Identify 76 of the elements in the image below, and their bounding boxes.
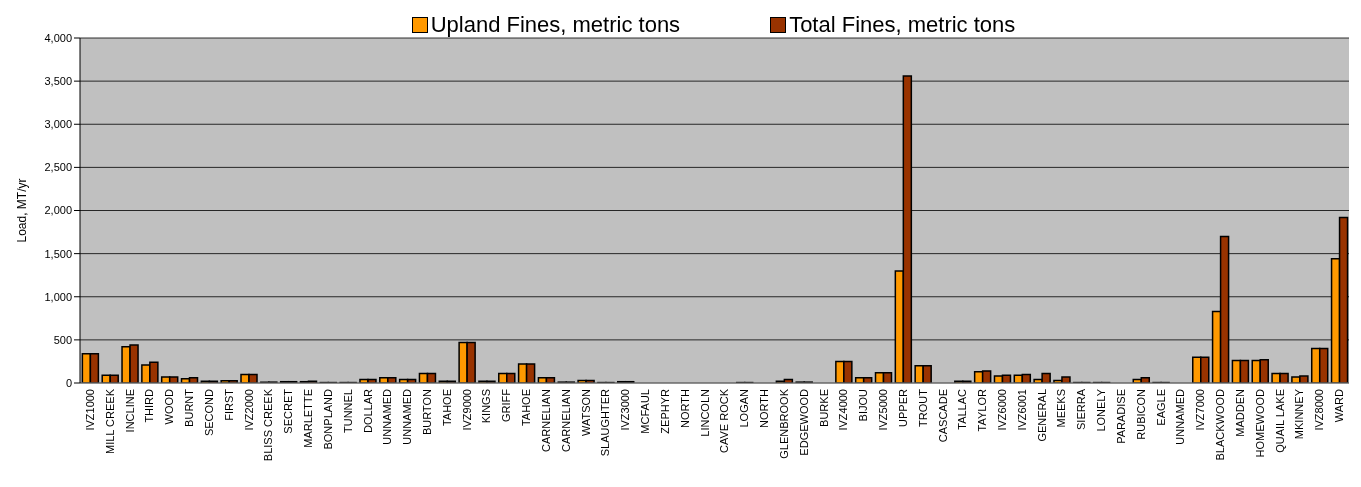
x-tick-label: RUBICON: [1134, 388, 1147, 440]
x-tick-label: IVZ7000: [1194, 389, 1207, 431]
y-axis-title: Load, MT/yr: [15, 178, 30, 243]
x-tick-label: ZEPHYR: [658, 388, 671, 434]
x-tick-label: EAGLE: [1154, 389, 1167, 426]
x-tick-label: CARNELIAN: [559, 388, 572, 452]
x-tick-label: SECOND: [202, 388, 215, 437]
x-tick-label: TAYLOR: [976, 388, 989, 432]
x-tick-label: BLISS CREEK: [262, 388, 275, 462]
x-tick-label: IVZ6000: [996, 389, 1009, 431]
x-tick-label: CASCADE: [936, 389, 949, 443]
y-tick-label: 500: [53, 333, 72, 346]
x-tick-label: BIJOU: [857, 388, 870, 422]
x-tick-label: TAHOE: [440, 389, 453, 427]
x-tick-label: BURTON: [420, 388, 433, 436]
x-tick-label: LOGAN: [738, 388, 751, 428]
x-tick-label: UNNAMED: [381, 388, 394, 445]
x-tick-label: CAVE ROCK: [718, 388, 731, 453]
x-tick-label: WARD: [1333, 388, 1346, 423]
x-tick-label: MEEKS: [1055, 389, 1068, 428]
x-tick-label: IVZ4000: [837, 389, 850, 431]
legend-label: Upland Fines, metric tons: [429, 12, 681, 38]
x-tick-label: IVZ6001: [1015, 389, 1028, 431]
y-tick-label: 2,500: [44, 161, 72, 174]
x-tick-label: NORTH: [758, 388, 771, 428]
x-tick-label: TAHOE: [520, 389, 533, 427]
x-tick-label: LONELY: [1095, 388, 1108, 432]
x-tick-label: TUNNEL: [341, 389, 354, 434]
x-tick-label: PARADISE: [1114, 389, 1127, 444]
x-tick-label: BURNT: [183, 388, 196, 427]
x-tick-label: EDGEWOOD: [797, 388, 810, 456]
x-tick-label: MCFAUL: [639, 389, 652, 434]
x-tick-label: NORTH: [678, 388, 691, 428]
y-tick-label: 0: [65, 376, 72, 389]
x-tick-label: BURKE: [817, 389, 830, 427]
x-tick-label: IVZ3000: [619, 389, 632, 431]
x-tick-label: BONPLAND: [321, 388, 334, 450]
y-tick-label: 4,000: [44, 31, 72, 44]
x-tick-label: MADDEN: [1233, 388, 1246, 437]
x-tick-label: SECRET: [282, 388, 295, 434]
x-tick-label: UNNAMED: [401, 388, 414, 445]
x-tick-label: IVZ8000: [1313, 389, 1326, 431]
x-tick-label: MKINNEY: [1293, 388, 1306, 440]
x-tick-label: MILL CREEK: [103, 388, 116, 455]
x-tick-label: BLACKWOOD: [1214, 388, 1227, 461]
y-tick-label: 3,000: [44, 118, 72, 131]
x-tick-label: UPPER: [896, 388, 909, 427]
x-tick-label: GENERAL: [1035, 389, 1048, 442]
x-tick-label: DOLLAR: [361, 388, 374, 434]
x-tick-label: TROUT: [916, 388, 929, 427]
x-tick-label: WOOD: [163, 388, 176, 425]
x-tick-label: KINGS: [480, 389, 493, 424]
x-tick-label: LINCOLN: [698, 388, 711, 437]
x-tick-label: SLAUGHTER: [599, 388, 612, 457]
y-tick-label: 1,000: [44, 290, 72, 303]
x-tick-label: THIRD: [143, 388, 156, 423]
x-tick-label: INCLINE: [123, 389, 136, 433]
x-tick-label: WATSON: [579, 388, 592, 437]
x-tick-label: FIRST: [222, 388, 235, 421]
x-tick-label: SIERRA: [1075, 388, 1088, 430]
x-tick-label: GRIFF: [500, 388, 513, 422]
x-tick-label: HOMEWOOD: [1253, 388, 1266, 458]
x-tick-label: QUAIL LAKE: [1273, 389, 1286, 453]
x-tick-label: IVZ1000: [83, 389, 96, 431]
x-tick-label: GLENBROOK: [777, 388, 790, 459]
x-tick-label: IVZ2000: [242, 389, 255, 431]
y-tick-label: 1,500: [44, 247, 72, 260]
x-tick-label: UNNAMED: [1174, 388, 1187, 445]
x-tick-label: TALLAC: [956, 388, 969, 430]
y-tick-label: 2,000: [44, 204, 72, 217]
x-tick-label: MARLETTE: [302, 389, 315, 448]
x-tick-label: CARNELIAN: [539, 388, 552, 452]
x-tick-label: IVZ9000: [460, 389, 473, 431]
legend-label: Total Fines, metric tons: [788, 12, 1016, 38]
y-tick-label: 3,500: [44, 75, 72, 88]
x-tick-label: IVZ5000: [877, 389, 890, 431]
